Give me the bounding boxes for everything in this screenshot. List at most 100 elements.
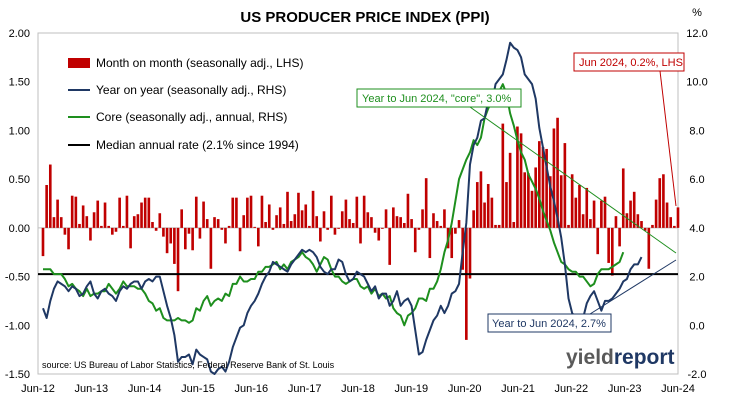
- legend-label-yoy: Year on year (seasonally adj., RHS): [96, 83, 286, 97]
- mom-bar: [410, 219, 413, 228]
- mom-bar: [100, 225, 103, 228]
- mom-bar: [435, 221, 439, 228]
- mom-bar: [643, 227, 647, 231]
- left-axis-ticks: -1.50 -1.00 -0.50 0.00 0.50 1.00 1.50 2.00: [5, 28, 30, 381]
- mom-bar: [632, 191, 636, 228]
- mom-bar: [570, 174, 574, 228]
- mom-bar: [205, 219, 209, 228]
- left-tick-label: -1.00: [5, 320, 30, 332]
- mom-bar: [158, 213, 162, 228]
- x-tick-label: Jun-14: [128, 383, 162, 395]
- mom-bar: [81, 205, 85, 228]
- mom-bar: [578, 184, 581, 228]
- mom-bar: [224, 227, 227, 244]
- core-line: [43, 83, 625, 327]
- mom-bar: [59, 217, 63, 228]
- mom-bar: [362, 195, 366, 228]
- chart-title: US PRODUCER PRICE INDEX (PPI): [240, 9, 489, 26]
- mom-bar: [351, 222, 355, 228]
- mom-bar: [198, 227, 202, 239]
- mom-bar: [242, 215, 246, 228]
- mom-bar: [413, 227, 417, 253]
- mom-bar: [329, 195, 333, 228]
- mom-bar: [337, 227, 340, 229]
- mom-bar: [260, 195, 264, 228]
- mom-bar: [162, 227, 165, 237]
- yoy-line: [42, 41, 643, 375]
- x-tick-label: Jun-13: [75, 383, 109, 395]
- mom-bar: [286, 191, 289, 228]
- right-tick-label: 6.0: [689, 174, 704, 186]
- mom-bar: [297, 192, 300, 228]
- mom-bar: [519, 133, 523, 228]
- mom-bar: [563, 143, 567, 228]
- mom-bar: [235, 197, 238, 228]
- mom-bar: [56, 199, 59, 228]
- mom-bar: [505, 182, 508, 228]
- legend-swatch-mom: [68, 58, 90, 68]
- mom-bar: [392, 207, 395, 228]
- mom-bar: [381, 227, 384, 229]
- mom-bar: [70, 195, 74, 228]
- mom-bar: [169, 227, 173, 244]
- mom-bar: [567, 224, 570, 228]
- mom-bar: [121, 225, 125, 228]
- mom-bar: [454, 227, 457, 234]
- mom-bar: [665, 202, 669, 228]
- mom-bar: [173, 227, 176, 264]
- mom-bar: [629, 200, 632, 228]
- mom-bar: [538, 141, 541, 228]
- mom-bar: [213, 217, 216, 228]
- mom-bar: [432, 213, 435, 228]
- mom-bar: [300, 210, 304, 228]
- mom-bar: [530, 190, 534, 228]
- x-axis-ticks: Jun-12 Jun-13 Jun-14 Jun-15 Jun-16 Jun-17 Jun-…: [21, 383, 695, 395]
- right-tick-label: -2.0: [688, 369, 707, 381]
- mom-bar: [151, 222, 154, 228]
- mom-bar: [559, 175, 563, 228]
- mom-bar: [246, 197, 249, 228]
- mom-bar: [406, 193, 410, 228]
- right-tick-label: 2.0: [689, 272, 704, 284]
- mom-bar: [143, 197, 147, 228]
- mom-bar: [238, 227, 242, 252]
- mom-bar: [319, 227, 322, 242]
- mom-bar: [344, 199, 348, 228]
- mom-bar: [74, 196, 78, 228]
- mom-bar: [450, 227, 454, 259]
- mom-bar: [417, 227, 421, 230]
- mom-bar: [370, 217, 373, 228]
- mom-bar: [457, 220, 461, 228]
- mom-bar: [322, 211, 326, 228]
- mom-bar: [600, 200, 603, 228]
- mom-bar: [552, 128, 556, 228]
- mom-bar: [202, 201, 205, 228]
- mom-bar: [654, 199, 658, 228]
- mom-bar: [421, 209, 424, 228]
- mom-bar: [348, 219, 351, 228]
- mom-bar: [399, 217, 402, 228]
- left-tick-label: 1.50: [9, 77, 30, 89]
- mom-bar: [249, 195, 253, 228]
- mom-bar: [253, 226, 256, 228]
- mom-bar: [669, 217, 673, 228]
- mom-bar: [508, 152, 512, 228]
- mom-bar: [85, 216, 89, 228]
- mom-bar: [439, 225, 443, 228]
- callout-mom-text: Jun 2024, 0.2%, LHS: [579, 57, 683, 69]
- legend: Month on month (seasonally adj., LHS) Ye…: [68, 56, 303, 152]
- mom-bar: [468, 227, 472, 279]
- lines-group: [38, 41, 678, 375]
- left-tick-label: 1.00: [9, 125, 30, 137]
- mom-bar: [527, 173, 530, 228]
- mom-bar: [625, 213, 629, 228]
- mom-bar: [541, 146, 545, 228]
- right-axis-ticks: -2.0 0.0 2.0 4.0 6.0 8.0 10.0 12.0: [686, 28, 707, 381]
- mom-bar: [424, 178, 428, 228]
- mom-bar: [136, 214, 140, 228]
- mom-bar: [402, 222, 406, 228]
- mom-bar: [118, 197, 121, 228]
- mom-bar: [384, 209, 388, 228]
- x-tick-label: Jun-15: [181, 383, 215, 395]
- mom-bar: [308, 225, 311, 228]
